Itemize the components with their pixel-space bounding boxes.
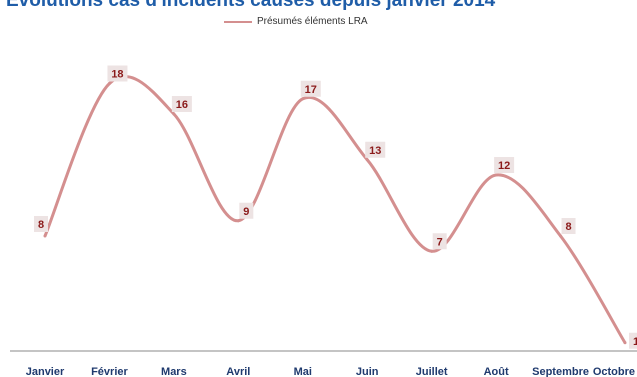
- x-tick-mars: Mars: [161, 366, 187, 377]
- data-point-septembre: [559, 234, 563, 238]
- data-point-juin: [365, 158, 369, 162]
- series-layer: [43, 75, 627, 345]
- data-label-box: [432, 233, 447, 250]
- data-label-box: [629, 332, 637, 349]
- data-label-box: [34, 216, 48, 232]
- data-label-text: 8: [38, 219, 44, 231]
- chart-title: Evolutions cas d'incidents causés depuis…: [6, 0, 496, 11]
- x-tick-octobre: Octobre: [593, 366, 635, 377]
- data-point-août: [494, 173, 498, 177]
- data-labels: 8 18 16 9 17 13 7 12 8 1: [34, 65, 637, 349]
- data-label-text: 7: [437, 236, 443, 248]
- data-label-text: 8: [565, 221, 571, 233]
- data-label-box: [107, 65, 128, 82]
- x-tick-juillet: Juillet: [416, 366, 448, 377]
- data-label-avril: 9: [239, 202, 254, 219]
- data-point-janvier: [43, 234, 47, 238]
- data-label-mars: 16: [171, 96, 192, 112]
- series-line: [43, 75, 627, 344]
- data-point-mars: [172, 112, 176, 116]
- data-label-box: [365, 141, 386, 158]
- data-label-text: 12: [498, 160, 510, 172]
- data-label-box: [494, 157, 515, 173]
- x-tick-août: Août: [484, 366, 509, 377]
- data-label-box: [300, 80, 321, 97]
- data-point-février: [107, 82, 111, 85]
- legend: Présumés éléments LRA: [224, 16, 368, 27]
- data-label-text: 18: [111, 69, 123, 81]
- data-point-mai: [301, 97, 305, 101]
- x-tick-janvier: Janvier: [26, 366, 65, 377]
- x-tick-mai: Mai: [294, 366, 312, 377]
- x-tick-février: Février: [91, 366, 128, 377]
- data-label-juillet: 7: [432, 233, 447, 250]
- data-label-text: 1: [633, 336, 637, 348]
- data-label-text: 13: [369, 145, 381, 157]
- data-label-juin: 13: [365, 141, 386, 158]
- legend-label: Présumés éléments LRA: [257, 16, 368, 27]
- data-label-mai: 17: [300, 80, 321, 97]
- data-label-février: 18: [107, 65, 128, 82]
- x-tick-labels: Janvier Février Mars Avril Mai Juin Juillet Aoû…: [26, 366, 635, 377]
- data-label-août: 12: [494, 157, 515, 173]
- x-tick-juin: Juin: [356, 366, 379, 377]
- data-label-box: [561, 218, 576, 234]
- data-label-octobre: 1: [629, 332, 637, 349]
- data-point-juillet: [430, 249, 434, 253]
- data-label-text: 9: [243, 206, 249, 218]
- legend-swatch: [224, 20, 252, 23]
- x-tick-avril: Avril: [226, 366, 250, 377]
- data-label-janvier: 8: [34, 216, 48, 232]
- data-label-box: [171, 96, 192, 112]
- data-label-text: 16: [176, 99, 188, 111]
- data-point-octobre: [623, 341, 627, 345]
- data-label-text: 17: [305, 84, 317, 96]
- x-tick-septembre: Septembre: [532, 366, 589, 377]
- data-label-septembre: 8: [561, 218, 576, 234]
- data-point-avril: [236, 219, 240, 223]
- data-label-box: [239, 202, 254, 219]
